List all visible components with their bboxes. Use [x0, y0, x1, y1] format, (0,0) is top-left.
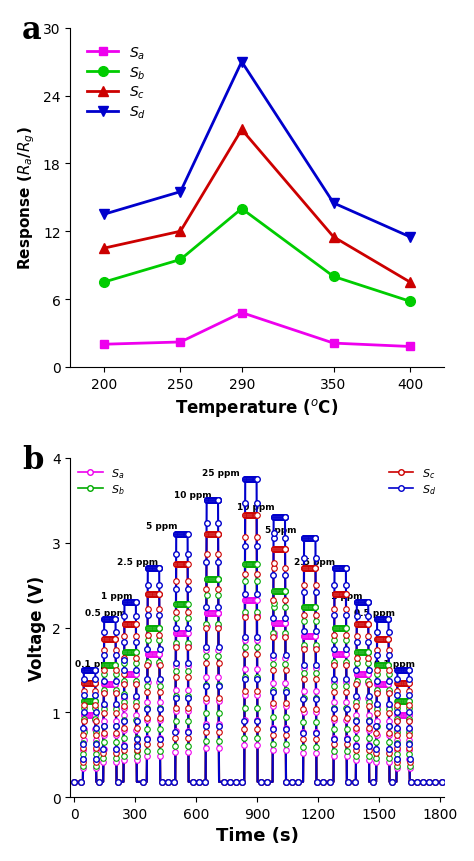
Text: 0.5 ppm: 0.5 ppm: [354, 609, 395, 617]
Text: 2.5 ppm: 2.5 ppm: [293, 558, 335, 567]
Legend: $S_c$, $S_d$: $S_c$, $S_d$: [386, 464, 438, 499]
$S_b$: [407, 297, 413, 307]
$S_d$: [101, 210, 107, 220]
$S_a$: [407, 342, 413, 352]
$S_d$: [178, 187, 183, 197]
Legend: $S_a$, $S_b$, $S_c$, $S_d$: $S_a$, $S_b$, $S_c$, $S_d$: [85, 42, 149, 124]
$S_c$: [239, 125, 245, 135]
Y-axis label: Response ($R_a$/$R_{g}$): Response ($R_a$/$R_{g}$): [17, 127, 37, 269]
$S_a$: [178, 338, 183, 348]
Text: 5 ppm: 5 ppm: [146, 522, 178, 530]
$S_c$: [407, 277, 413, 288]
Text: 0.5 ppm: 0.5 ppm: [84, 609, 126, 617]
$S_c$: [331, 232, 337, 243]
Text: 0.1 ppm: 0.1 ppm: [374, 660, 415, 668]
Y-axis label: Voltage (V): Voltage (V): [28, 575, 46, 680]
$S_d$: [407, 232, 413, 243]
Text: 25 ppm: 25 ppm: [202, 468, 240, 477]
Text: 1 ppm: 1 ppm: [101, 592, 132, 601]
Text: 0.1 ppm: 0.1 ppm: [75, 660, 117, 668]
$S_a$: [101, 339, 107, 350]
$S_b$: [239, 204, 245, 214]
$S_c$: [101, 244, 107, 254]
Text: 10 ppm: 10 ppm: [237, 502, 274, 511]
Line: $S_a$: $S_a$: [100, 309, 414, 351]
Text: b: b: [22, 445, 43, 476]
X-axis label: Time (s): Time (s): [216, 827, 299, 845]
Text: 10 ppm: 10 ppm: [174, 490, 211, 499]
$S_d$: [239, 58, 245, 68]
Text: 1 ppm: 1 ppm: [331, 592, 363, 601]
Line: $S_c$: $S_c$: [99, 126, 415, 288]
$S_b$: [178, 255, 183, 265]
$S_b$: [331, 272, 337, 282]
Text: 5 ppm: 5 ppm: [265, 526, 297, 535]
$S_d$: [331, 199, 337, 209]
Text: 2.5 ppm: 2.5 ppm: [117, 558, 158, 567]
Text: a: a: [22, 15, 42, 46]
$S_a$: [239, 308, 245, 319]
$S_b$: [101, 277, 107, 288]
$S_a$: [331, 338, 337, 349]
$S_c$: [178, 226, 183, 237]
Line: $S_b$: $S_b$: [99, 205, 415, 307]
Line: $S_d$: $S_d$: [99, 58, 415, 243]
X-axis label: Temperature ($^o$C): Temperature ($^o$C): [175, 397, 338, 418]
